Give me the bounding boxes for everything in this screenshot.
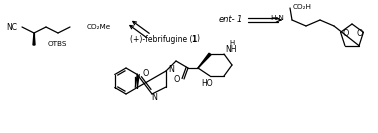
Text: HO: HO	[201, 80, 213, 88]
Text: ent-: ent-	[218, 16, 235, 24]
Text: NH: NH	[225, 45, 237, 55]
Text: H₂N: H₂N	[270, 15, 284, 21]
Text: NC: NC	[6, 22, 17, 32]
Text: 1: 1	[191, 34, 197, 43]
Text: 1: 1	[237, 16, 242, 24]
Text: (+)-febrifugine (: (+)-febrifugine (	[130, 34, 192, 43]
Polygon shape	[198, 53, 211, 68]
Text: N: N	[168, 65, 174, 74]
Text: ): )	[196, 34, 199, 43]
Text: O: O	[174, 76, 180, 84]
Text: H: H	[229, 40, 235, 46]
Text: CO₂H: CO₂H	[293, 4, 311, 10]
Text: CO₂Me: CO₂Me	[87, 24, 111, 30]
Text: O: O	[342, 29, 349, 38]
Text: N: N	[151, 92, 157, 101]
Text: O: O	[356, 29, 363, 38]
Text: O: O	[142, 69, 149, 78]
Text: OTBS: OTBS	[48, 41, 68, 47]
Polygon shape	[33, 33, 35, 45]
